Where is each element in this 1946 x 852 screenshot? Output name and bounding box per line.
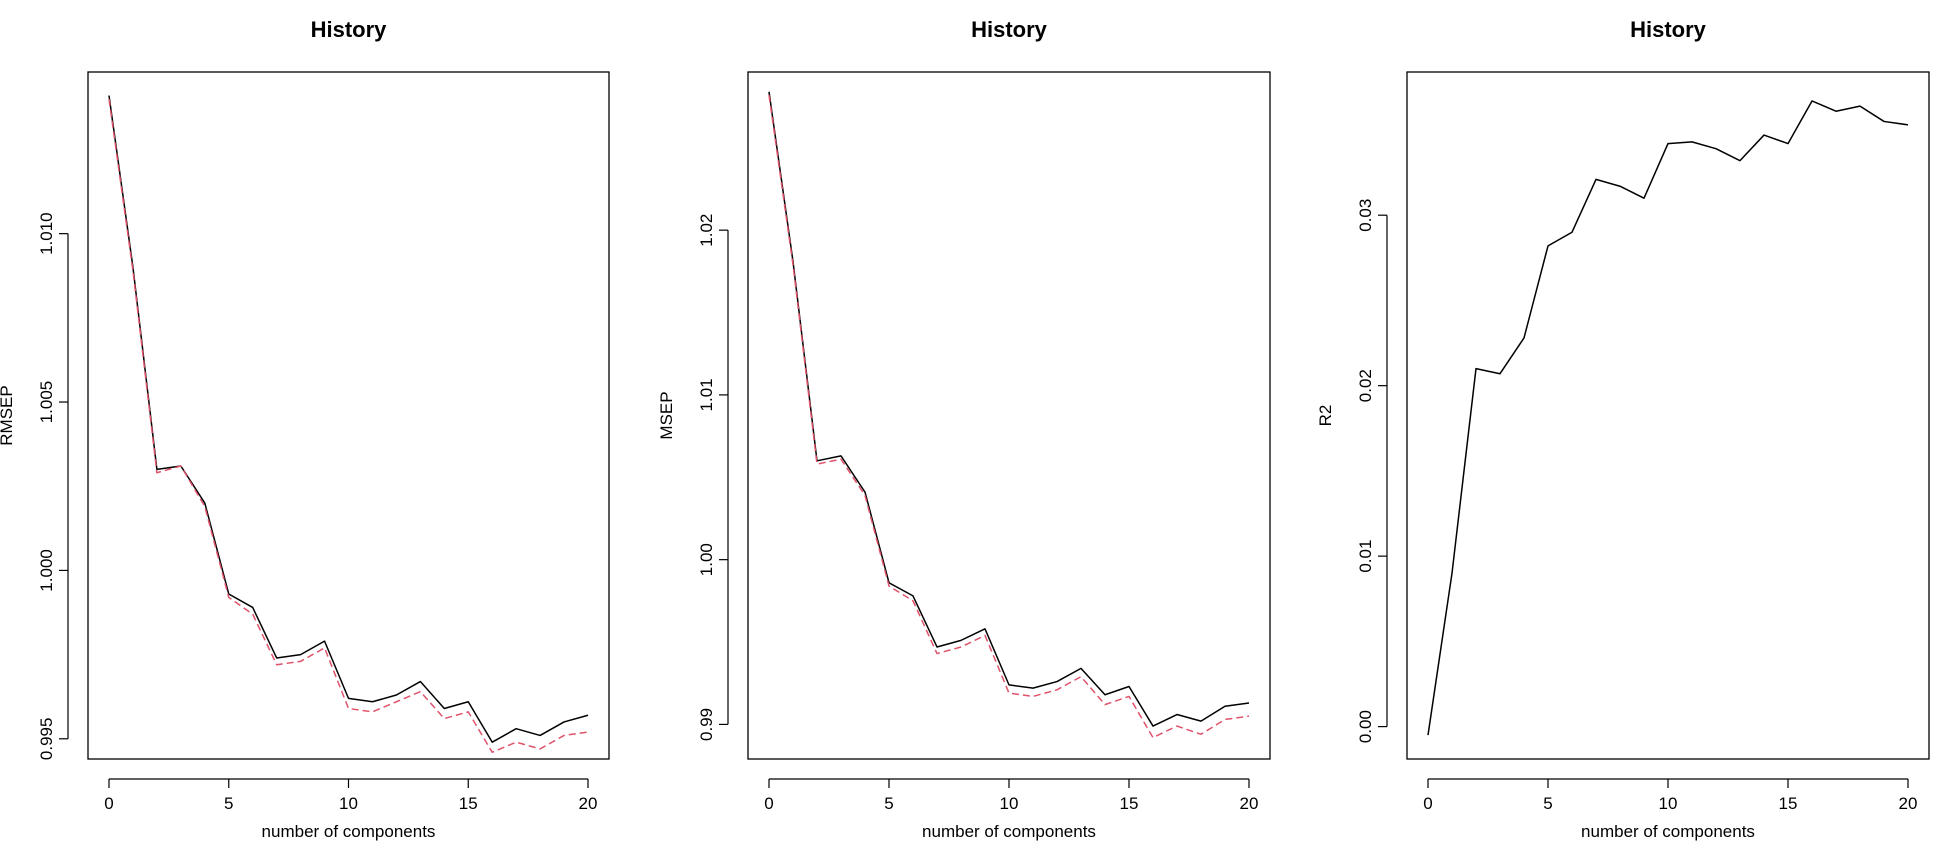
x-axis: 0 5 10 15 20 number of components [104,778,598,841]
y-tick-label: 1.000 [37,549,56,592]
y-tick-label: 0.03 [1356,199,1375,232]
x-axis-title: number of components [1581,822,1755,841]
y-tick-label: 1.010 [37,212,56,255]
y-tick-label: 0.99 [697,708,716,741]
series-line-dashed [768,94,1250,739]
x-tick-label: 15 [1779,794,1798,813]
plot-frame [1406,71,1930,760]
plot-frame [87,71,610,760]
plot-frame [747,71,1271,760]
y-axis: 0.995 1.000 1.005 1.010 RMSEP [0,212,69,761]
x-tick-label: 0 [1423,794,1432,813]
y-tick-label: 0.995 [37,718,56,761]
x-tick-label: 10 [1659,794,1678,813]
x-axis-title: number of components [262,822,436,841]
series-group [1427,100,1909,736]
x-tick-label: 5 [884,794,893,813]
series-line-solid [108,95,589,743]
y-axis-title: R2 [1316,405,1335,427]
x-axis: 0 5 10 15 20 number of components [1423,778,1918,841]
series-group [108,95,589,754]
series-line-dashed [108,98,589,754]
y-tick-label: 1.00 [697,543,716,576]
x-tick-label: 5 [224,794,233,813]
x-tick-label: 10 [1000,794,1019,813]
x-axis: 0 5 10 15 20 number of components [764,778,1259,841]
y-axis-title: MSEP [657,391,676,439]
x-tick-label: 20 [579,794,598,813]
chart-title: History [311,17,388,42]
chart-panel-2: History 0 5 10 15 20 number of components 0.99 1… [657,17,1271,841]
y-axis-title: RMSEP [0,385,16,445]
x-tick-label: 20 [1899,794,1918,813]
y-tick-label: 1.02 [697,214,716,247]
chart-panel-1: History 0 5 10 15 20 number of components 0.995… [0,17,610,841]
chart-title: History [1630,17,1707,42]
y-tick-label: 1.005 [37,381,56,424]
series-group [768,91,1250,739]
x-tick-label: 0 [764,794,773,813]
x-tick-label: 15 [1120,794,1139,813]
chart-title: History [971,17,1048,42]
y-tick-label: 0.00 [1356,710,1375,743]
x-tick-label: 20 [1240,794,1259,813]
x-tick-label: 0 [104,794,113,813]
x-tick-label: 5 [1543,794,1552,813]
y-tick-label: 0.02 [1356,369,1375,402]
series-line-solid [1427,100,1909,736]
y-axis: 0.00 0.01 0.02 0.03 R2 [1316,199,1388,743]
x-tick-label: 10 [339,794,358,813]
series-line-solid [768,91,1250,727]
y-tick-label: 1.01 [697,378,716,411]
y-axis: 0.99 1.00 1.01 1.02 MSEP [657,214,729,741]
x-tick-label: 15 [459,794,478,813]
y-tick-label: 0.01 [1356,540,1375,573]
x-axis-title: number of components [922,822,1096,841]
